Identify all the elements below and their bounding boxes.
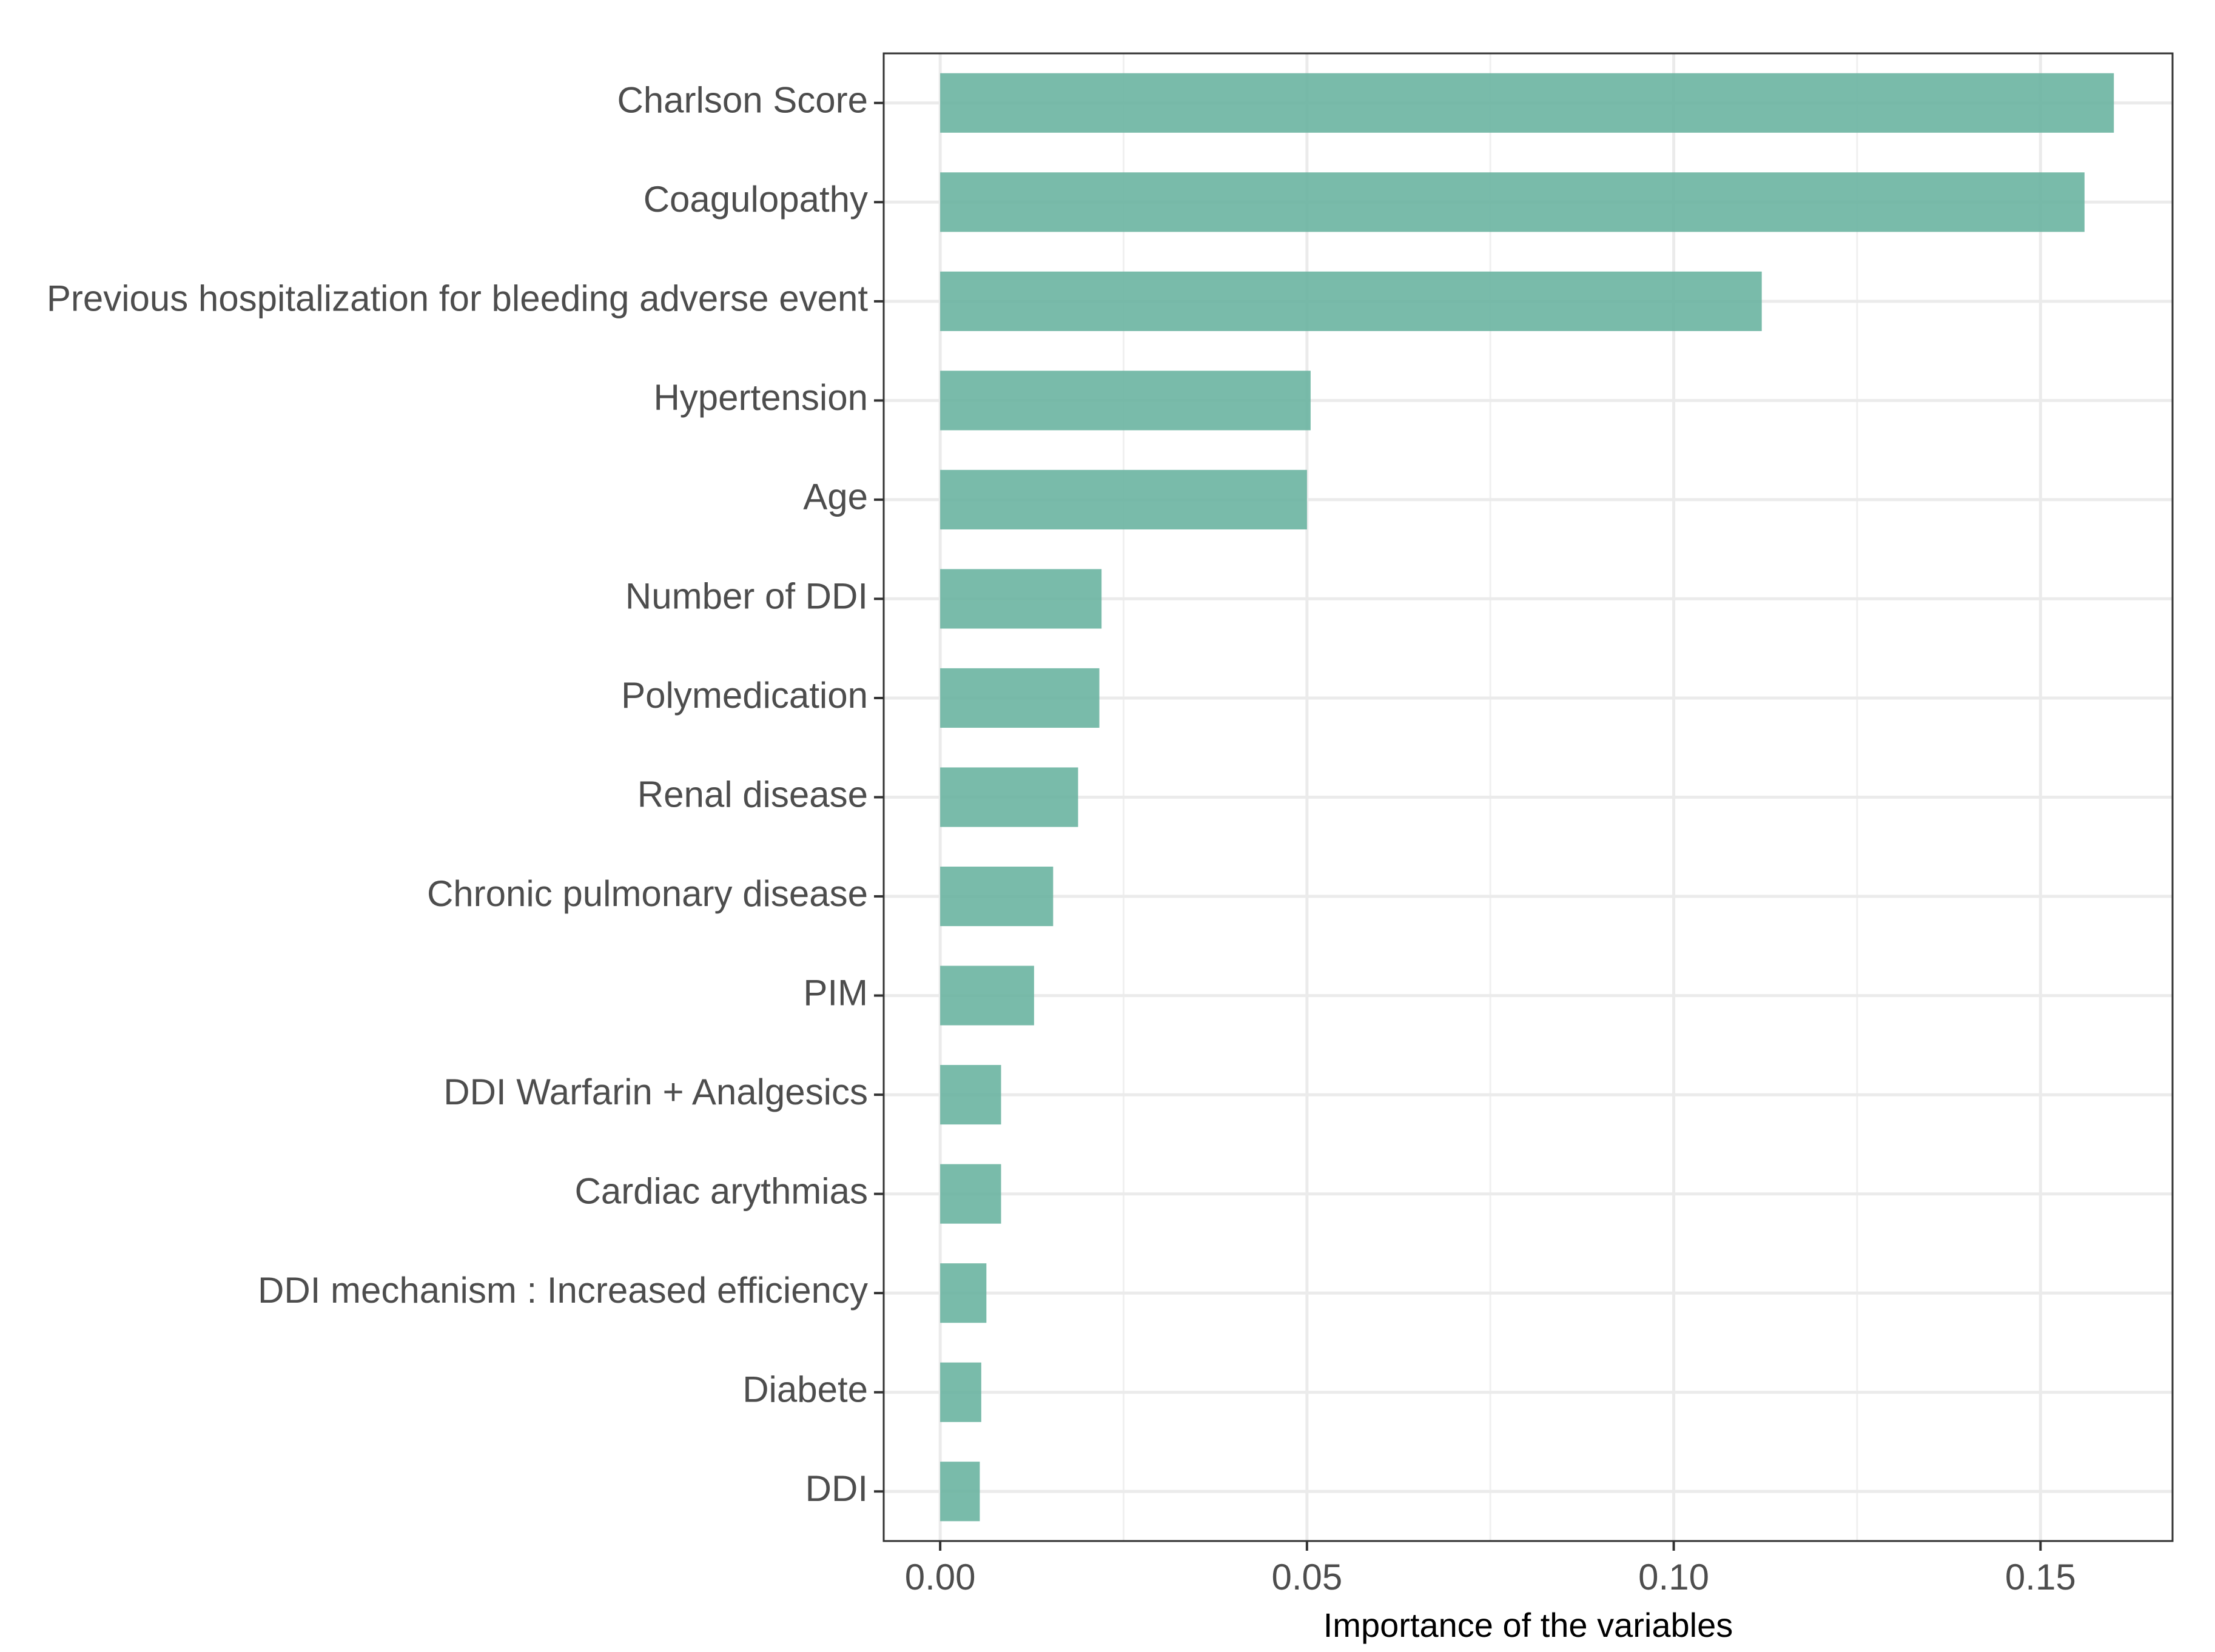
- x-axis-title: Importance of the variables: [1323, 1606, 1733, 1644]
- y-tick-label: Hypertension: [653, 377, 868, 418]
- bar: [940, 965, 1034, 1026]
- y-tick-label: Renal disease: [637, 774, 868, 814]
- bar: [940, 1362, 981, 1422]
- x-tick-label: 0.15: [2005, 1557, 2076, 1597]
- y-tick-label: Age: [803, 477, 868, 517]
- y-tick-label: DDI Warfarin + Analgesics: [443, 1072, 868, 1112]
- bar: [940, 1164, 1001, 1224]
- bars: [940, 73, 2114, 1522]
- bar: [940, 73, 2114, 133]
- y-tick-label: Polymedication: [621, 675, 868, 716]
- bar: [940, 767, 1078, 827]
- bar: [940, 668, 1100, 728]
- bar: [940, 172, 2085, 232]
- x-tick-label: 0.10: [1638, 1557, 1709, 1597]
- y-tick-label: DDI: [805, 1468, 868, 1509]
- bar: [940, 371, 1311, 431]
- bar: [940, 469, 1307, 529]
- bar: [940, 271, 1762, 331]
- y-tick-label: Previous hospitalization for bleeding ad…: [47, 278, 868, 319]
- x-axis: 0.00 0.05 0.10 0.15: [905, 1541, 2076, 1597]
- y-tick-label: Number of DDI: [625, 576, 868, 616]
- bar: [940, 1065, 1001, 1125]
- y-tick-label: Coagulopathy: [644, 179, 868, 220]
- x-tick-label: 0.05: [1271, 1557, 1342, 1597]
- bar: [940, 1462, 980, 1522]
- y-tick-label: Cardiac arythmias: [575, 1170, 869, 1211]
- bar: [940, 866, 1054, 927]
- y-tick-label: Charlson Score: [617, 80, 868, 121]
- y-tick-label: DDI mechanism : Increased efficiency: [258, 1270, 868, 1311]
- y-tick-label: PIM: [803, 972, 868, 1013]
- y-axis: Charlson Score Coagulopathy Previous hospi…: [47, 80, 884, 1509]
- y-tick-label: Diabete: [742, 1369, 868, 1410]
- y-tick-label: Chronic pulmonary disease: [427, 873, 868, 914]
- x-tick-label: 0.00: [905, 1557, 976, 1597]
- bar: [940, 1263, 987, 1323]
- bar: [940, 569, 1102, 629]
